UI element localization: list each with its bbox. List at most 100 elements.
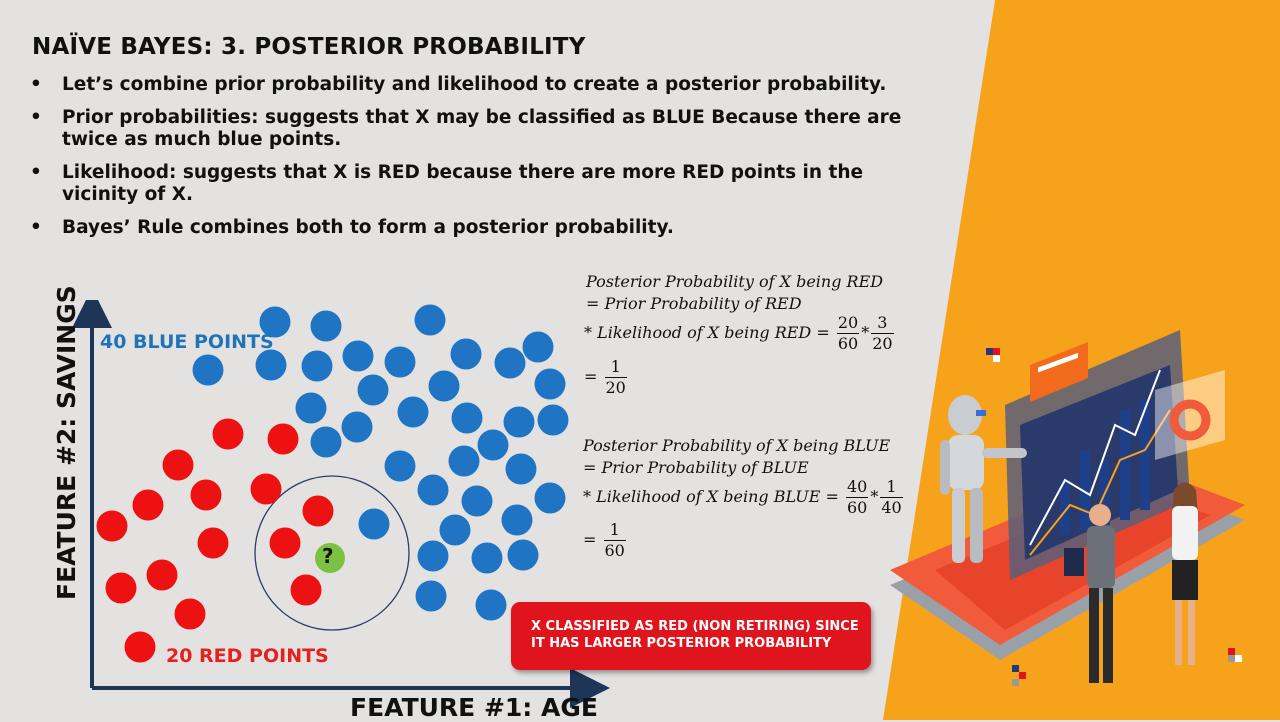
pixel-decoration — [1012, 665, 1026, 686]
blue-point — [301, 350, 333, 382]
blue-point — [428, 370, 460, 402]
blue-eq-line3: * Likelihood of X being BLUE = 40 60 * 1 40 — [583, 477, 903, 517]
red-eq-result: = 1 20 — [584, 357, 627, 397]
donut-chart — [1169, 399, 1211, 441]
y-axis-label: FEATURE #2: SAVINGS — [52, 285, 81, 600]
red-point — [197, 527, 229, 559]
blue-points — [192, 304, 569, 621]
fraction: 40 60 — [845, 477, 869, 517]
blue-point — [417, 474, 449, 506]
red-point — [162, 449, 194, 481]
callout-line1: X CLASSIFIED AS RED (NON RETIRING) SINCE — [531, 619, 859, 634]
fraction: 1 60 — [603, 520, 626, 560]
red-point — [132, 489, 164, 521]
blue-eq-line1: Posterior Probability of X being BLUE — [583, 436, 891, 455]
blue-point — [501, 504, 533, 536]
red-points-label: 20 RED POINTS — [166, 645, 329, 667]
blue-point — [310, 310, 342, 342]
pixel-decoration — [1228, 648, 1242, 662]
blue-point — [477, 429, 509, 461]
classification-callout: X CLASSIFIED AS RED (NON RETIRING) SINCE… — [511, 602, 871, 670]
blue-point — [475, 589, 507, 621]
bullet-dot: • — [30, 217, 42, 238]
vicinity-circle — [254, 475, 410, 631]
fraction: 3 20 — [871, 313, 894, 353]
bullet-item: • Bayes’ Rule combines both to form a pos… — [30, 217, 674, 238]
pixel-decoration — [986, 348, 1000, 362]
red-eq-line1: Posterior Probability of X being RED — [586, 272, 884, 291]
bullet-dot: • — [30, 107, 42, 128]
blue-point — [192, 354, 224, 386]
fraction: 20 60 — [836, 313, 860, 353]
blue-point — [522, 331, 554, 363]
blue-points-label: 40 BLUE POINTS — [100, 331, 274, 353]
trend-line — [1029, 369, 1161, 546]
red-points — [96, 418, 334, 663]
chart-panel — [1020, 365, 1178, 560]
bullet-dot: • — [30, 162, 42, 183]
robot-figure — [940, 395, 1027, 563]
blue-point — [259, 306, 291, 338]
blue-point — [358, 508, 390, 540]
scatter-diagram — [72, 300, 610, 708]
blue-point — [384, 450, 416, 482]
red-point — [124, 631, 156, 663]
query-point — [315, 543, 345, 573]
blue-point — [415, 580, 447, 612]
blue-point — [534, 482, 566, 514]
blue-point — [439, 514, 471, 546]
bullet-list: • Let’s combine prior probability and lik… — [30, 74, 930, 250]
blue-point — [310, 426, 342, 458]
trend-line-orange — [1029, 409, 1171, 556]
fraction: 1 20 — [604, 357, 627, 397]
red-eq-line3: * Likelihood of X being RED = 20 60 * 3 20 — [584, 313, 894, 353]
blue-point — [534, 368, 566, 400]
blue-point — [341, 411, 373, 443]
red-point — [96, 510, 128, 542]
blue-point — [494, 347, 526, 379]
fraction: 1 40 — [880, 477, 903, 517]
red-point — [250, 473, 282, 505]
donut-card — [1155, 370, 1225, 460]
bullet-dot: • — [30, 74, 42, 95]
bullet-item: • Likelihood: suggests that X is RED beca… — [30, 162, 864, 205]
blue-point — [471, 542, 503, 574]
red-eq-line2: = Prior Probability of RED — [586, 294, 802, 313]
red-point — [290, 574, 322, 606]
red-point — [212, 418, 244, 450]
blue-point — [448, 445, 480, 477]
blue-point — [505, 453, 537, 485]
x-axis-label: FEATURE #1: AGE — [350, 693, 598, 722]
blue-point — [255, 349, 287, 381]
red-point — [105, 572, 137, 604]
red-point — [267, 423, 299, 455]
red-point — [146, 559, 178, 591]
blue-point — [295, 392, 327, 424]
businessman-figure — [1064, 504, 1115, 683]
query-mark: ? — [322, 544, 334, 568]
red-point — [190, 479, 222, 511]
blue-eq-line2: = Prior Probability of BLUE — [583, 458, 809, 477]
blue-point — [417, 540, 449, 572]
businesswoman-figure — [1172, 482, 1198, 665]
red-point — [302, 495, 334, 527]
blue-point — [537, 404, 569, 436]
robot-dashboard-illustration — [890, 330, 1245, 683]
blue-point — [357, 374, 389, 406]
red-point — [269, 527, 301, 559]
blue-point — [397, 396, 429, 428]
red-point — [174, 598, 206, 630]
blue-point — [503, 406, 535, 438]
blue-point — [414, 304, 446, 336]
blue-eq-result: = 1 60 — [583, 520, 626, 560]
bullet-item: • Let’s combine prior probability and lik… — [30, 74, 887, 95]
blue-point — [450, 338, 482, 370]
callout-line2: IT HAS LARGER POSTERIOR PROBABILITY — [531, 636, 832, 651]
blue-point — [461, 485, 493, 517]
slide-title: NAÏVE BAYES: 3. POSTERIOR PROBABILITY — [32, 34, 586, 60]
blue-point — [342, 340, 374, 372]
blue-point — [384, 346, 416, 378]
blue-point — [507, 539, 539, 571]
blue-point — [451, 402, 483, 434]
bullet-item: • Prior probabilities: suggests that X ma… — [30, 107, 902, 150]
